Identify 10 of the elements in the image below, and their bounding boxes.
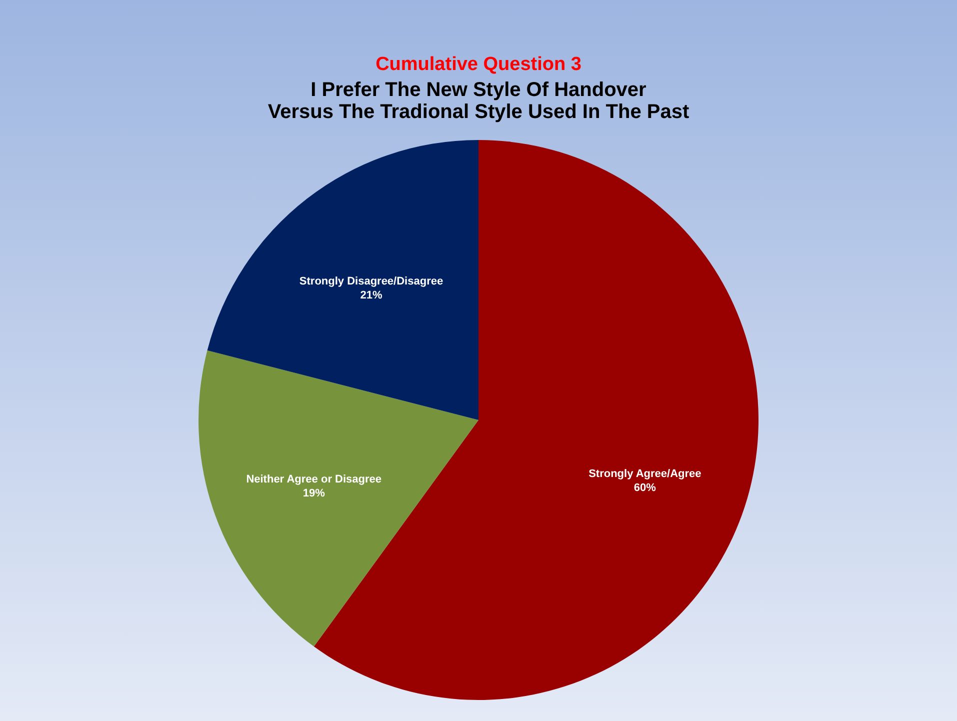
data-label: 19% <box>302 487 326 500</box>
data-label: 21% <box>360 290 382 302</box>
slice-label: Strongly Disagree/Disagree <box>299 276 444 288</box>
slice-label: Strongly Agree/Agree <box>588 468 702 480</box>
slice-label: Neither Agree or Disagree <box>246 473 382 486</box>
chart-title: Cumulative Question 3 <box>376 54 582 75</box>
data-label: 60% <box>634 482 656 494</box>
chart-subtitle: I Prefer The New Style Of Handover Versus The Tradional Style Used In The Past <box>268 79 690 123</box>
pie-slice <box>207 140 478 420</box>
pie-slice <box>198 350 478 647</box>
